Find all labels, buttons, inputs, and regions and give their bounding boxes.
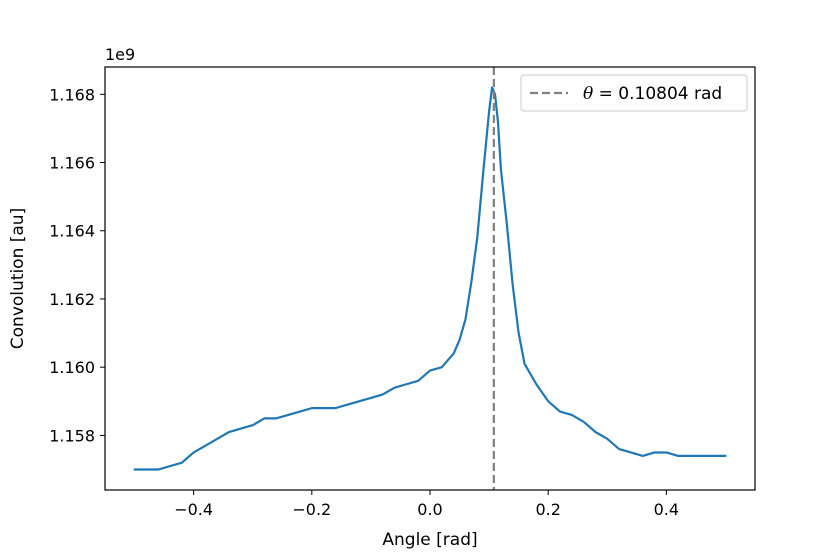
x-tick-label: −0.4	[174, 500, 213, 519]
x-tick-label: 0.2	[535, 500, 560, 519]
y-tick-label: 1.164	[49, 222, 95, 241]
y-tick-label: 1.158	[49, 426, 95, 445]
y-tick-label: 1.166	[49, 154, 95, 173]
y-tick-label: 1.162	[49, 290, 95, 309]
x-tick-label: 0.4	[654, 500, 679, 519]
legend: θ = 0.10804 rad	[520, 74, 748, 112]
x-axis-label: Angle [rad]	[382, 530, 477, 550]
y-offset-label: 1e9	[105, 45, 135, 64]
legend-box	[520, 74, 748, 112]
axis-ticks: −0.4 −0.2 0.0 0.2 0.4 1.158 1.160 1.162 1.164 1.1…	[49, 85, 679, 519]
plot-area	[133, 67, 727, 490]
legend-entry-label: θ = 0.10804 rad	[583, 84, 722, 104]
y-tick-label: 1.168	[49, 85, 95, 104]
y-tick-label: 1.160	[49, 358, 95, 377]
y-axis-label: Convolution [au]	[8, 208, 28, 349]
x-tick-label: 0.0	[417, 500, 442, 519]
series-line-0	[133, 86, 727, 471]
x-tick-label: −0.2	[292, 500, 331, 519]
